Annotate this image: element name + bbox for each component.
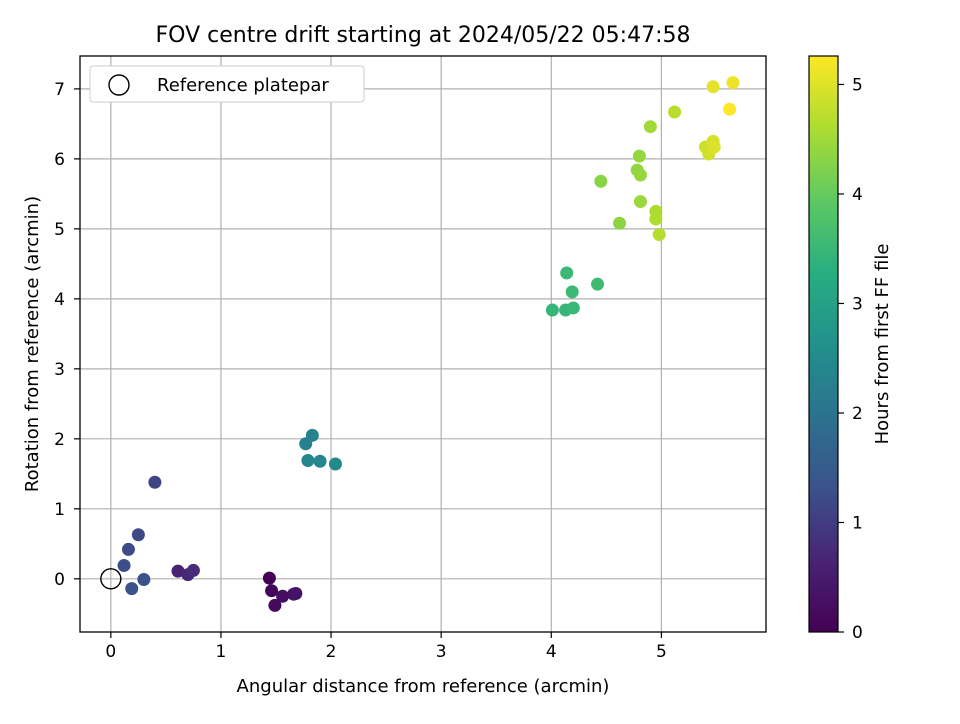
data-point xyxy=(148,475,162,489)
colorbar: 0 1 2 3 4 5 Hours from first FF file xyxy=(808,55,893,643)
colorbar-tick-label: 3 xyxy=(852,294,863,314)
data-point xyxy=(643,120,657,134)
data-point xyxy=(613,216,627,230)
reference-point xyxy=(100,568,122,590)
x-tick-label: 3 xyxy=(436,642,447,662)
data-point xyxy=(726,76,740,90)
data-point xyxy=(117,559,131,573)
legend-box xyxy=(89,65,365,103)
colorbar-label: Hours from first FF file xyxy=(872,244,893,445)
x-axis-ticks: 0 1 2 3 4 5 xyxy=(105,632,667,662)
data-points xyxy=(117,76,740,612)
data-point xyxy=(633,195,647,209)
colorbar-tick-label: 2 xyxy=(852,404,863,424)
colorbar-gradient xyxy=(808,55,839,633)
legend: Reference platepar xyxy=(89,65,365,103)
y-axis-ticks: 0 1 2 3 4 5 6 7 xyxy=(54,80,80,590)
chart-title: FOV centre drift starting at 2024/05/22 … xyxy=(156,23,691,48)
data-point xyxy=(545,303,559,317)
data-point xyxy=(131,528,145,542)
data-point xyxy=(723,102,737,116)
x-tick-label: 0 xyxy=(105,642,116,662)
colorbar-tick-label: 0 xyxy=(852,623,863,643)
data-point xyxy=(328,457,342,471)
data-point xyxy=(125,582,139,596)
y-tick-label: 2 xyxy=(54,430,65,450)
data-point xyxy=(594,174,608,188)
y-tick-label: 5 xyxy=(54,220,65,240)
x-tick-label: 2 xyxy=(326,642,337,662)
data-point xyxy=(566,301,580,315)
y-tick-label: 1 xyxy=(54,500,65,520)
data-point xyxy=(591,277,605,291)
data-point xyxy=(305,428,319,442)
data-point xyxy=(560,266,574,280)
x-tick-label: 4 xyxy=(546,642,557,662)
x-axis-label: Angular distance from reference (arcmin) xyxy=(237,676,610,697)
y-tick-label: 0 xyxy=(54,570,65,590)
y-tick-label: 6 xyxy=(54,150,65,170)
x-tick-label: 5 xyxy=(656,642,667,662)
reference-marker xyxy=(100,568,122,590)
data-point xyxy=(632,149,646,163)
data-point xyxy=(565,285,579,299)
data-point xyxy=(121,542,135,556)
data-point xyxy=(287,587,301,601)
y-tick-label: 3 xyxy=(54,360,65,380)
data-point xyxy=(707,140,721,154)
data-point xyxy=(268,598,282,612)
legend-marker-icon xyxy=(108,74,130,96)
y-tick-label: 4 xyxy=(54,290,65,310)
data-point xyxy=(649,212,663,226)
y-axis-label: Rotation from reference (arcmin) xyxy=(22,196,43,492)
colorbar-tick-label: 5 xyxy=(852,75,863,95)
data-point xyxy=(186,563,200,577)
data-point xyxy=(706,80,720,94)
data-point xyxy=(633,168,647,182)
colorbar-tick-label: 4 xyxy=(852,185,863,205)
data-point xyxy=(652,227,666,241)
data-point xyxy=(265,584,279,598)
data-point xyxy=(137,573,151,587)
legend-entry-label: Reference platepar xyxy=(157,75,329,96)
colorbar-tick-label: 1 xyxy=(852,513,863,533)
plot-frame xyxy=(79,55,767,633)
grid-lines xyxy=(80,56,766,632)
y-tick-label: 7 xyxy=(54,80,65,100)
data-point xyxy=(171,564,185,578)
data-point xyxy=(313,454,327,468)
data-point xyxy=(276,589,290,603)
data-point xyxy=(301,454,315,468)
data-point xyxy=(262,571,276,585)
x-tick-label: 1 xyxy=(216,642,227,662)
data-point xyxy=(668,105,682,119)
colorbar-ticks: 0 1 2 3 4 5 xyxy=(838,75,863,643)
